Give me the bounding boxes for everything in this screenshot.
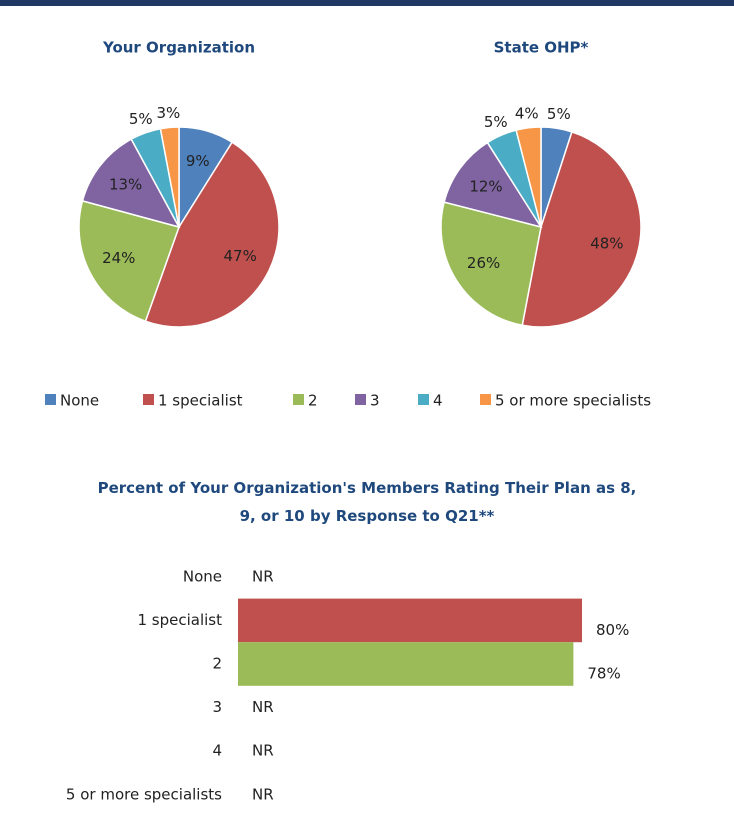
y-tick-label: 1 specialist: [137, 611, 222, 629]
y-tick-label: None: [183, 567, 222, 585]
pie-slice: [159, 126, 180, 228]
y-tick-label: 5 or more specialists: [66, 785, 222, 803]
legend-label: 4: [433, 392, 443, 410]
slice-label: 4%: [515, 104, 539, 122]
slice-label: 48%: [590, 234, 623, 252]
bar: [238, 598, 582, 643]
legend-label: 5 or more specialists: [495, 392, 651, 410]
slice-label: 13%: [109, 175, 142, 193]
legend-label: 3: [370, 392, 380, 410]
value-label: NR: [252, 567, 274, 585]
pie-slice: [440, 201, 542, 327]
legend-label: None: [60, 392, 99, 410]
slice-label: 24%: [102, 249, 135, 267]
legend-swatch: [355, 394, 366, 405]
bar: [238, 642, 574, 686]
value-label: NR: [252, 698, 274, 716]
value-label: NR: [252, 742, 274, 760]
y-tick-label: 3: [212, 698, 222, 716]
legend-label: 2: [308, 392, 318, 410]
legend-swatch: [293, 394, 304, 405]
legend-swatch: [45, 394, 56, 405]
y-tick-label: 4: [212, 742, 222, 760]
pie-slice: [81, 138, 181, 229]
pie-slice: [515, 126, 542, 228]
bar-chart-title: Percent of Your Organization's Members R…: [97, 479, 637, 525]
slice-label: 26%: [467, 254, 500, 272]
pie-slice: [78, 199, 180, 323]
slice-label: 5%: [129, 110, 153, 128]
legend-label: 1 specialist: [158, 392, 243, 410]
legend-swatch: [480, 394, 491, 405]
top-band: [0, 0, 734, 6]
legend-swatch: [143, 394, 154, 405]
slice-label: 47%: [224, 247, 257, 265]
slice-label: 3%: [156, 104, 180, 122]
pie-title: Your Organization: [102, 39, 255, 57]
pie-slice: [521, 130, 642, 328]
slice-label: 12%: [469, 178, 502, 196]
slice-label: 9%: [186, 152, 210, 170]
pie-slice: [443, 141, 543, 229]
pie-title: State OHP*: [494, 39, 589, 57]
pie-slice: [144, 141, 280, 328]
value-label: 80%: [596, 621, 629, 639]
value-label: NR: [252, 785, 274, 803]
legend-swatch: [418, 394, 429, 405]
y-tick-label: 2: [212, 655, 222, 673]
value-label: 78%: [587, 665, 620, 683]
slice-label: 5%: [484, 113, 508, 131]
slice-label: 5%: [547, 105, 571, 123]
